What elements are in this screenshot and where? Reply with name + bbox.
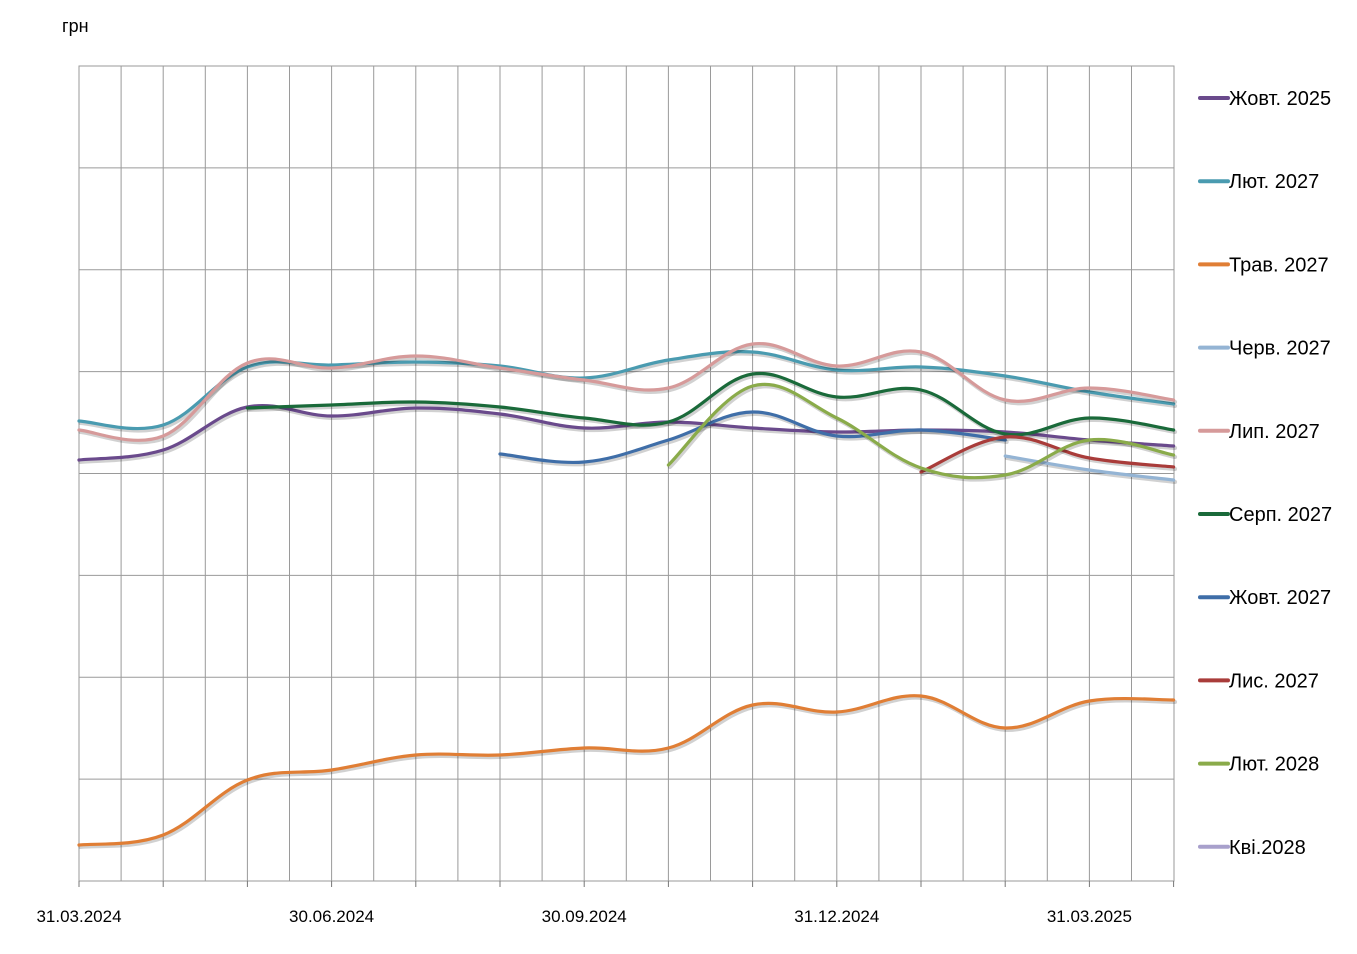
legend-label: Лис. 2027 [1229,670,1319,692]
y-axis-label: грн [62,16,89,36]
legend-item-5: Лип. 2027 [1198,421,1320,443]
legend-label: Черв. 2027 [1229,338,1331,360]
x-tick-label: 30.06.2024 [289,907,374,926]
plot-area-frame [78,65,1175,882]
series-line-8 [919,435,1176,474]
legend-item-9: Лют. 2028 [1198,754,1319,776]
x-axis: 31.03.2024 30.06.2024 30.09.2024 31.12.2024… [36,881,1175,926]
series-line-6 [245,371,1176,437]
legend-label: Жовт. 2027 [1229,587,1331,609]
series-line-shadow [78,351,1178,433]
legend-label: Лют. 2027 [1229,171,1319,193]
legend-item-6: Серп. 2027 [1198,504,1332,526]
series-group [77,342,1178,849]
series-line-5 [77,342,1176,442]
legend-item-1: Жовт. 2025 [1198,88,1331,110]
legend-item-10: Кві.2028 [1198,837,1306,859]
legend: Жовт. 2025 Лют. 2027 Трав. 2027 Черв. 2027 Л… [1198,88,1332,859]
series-line-2 [77,350,1176,431]
legend-label: Серп. 2027 [1229,504,1332,526]
legend-item-2: Лют. 2027 [1198,171,1319,193]
legend-item-8: Лис. 2027 [1198,670,1319,692]
legend-label: Трав. 2027 [1229,254,1329,276]
chart-grid [79,66,1174,881]
series-line-9 [666,382,1176,480]
series-line-7 [498,410,1007,465]
legend-label: Лип. 2027 [1229,421,1320,443]
series-line-shadow [1004,456,1178,484]
series-line-shadow [78,695,1178,849]
legend-label: Лют. 2028 [1229,754,1319,776]
legend-label: Жовт. 2025 [1229,88,1331,110]
x-tick-label: 31.03.2024 [36,907,121,926]
x-tick-label: 30.09.2024 [542,907,627,926]
series-line-shadow [499,411,1009,467]
x-tick-label: 31.03.2025 [1047,907,1132,926]
legend-label: Кві.2028 [1229,837,1306,859]
legend-item-3: Трав. 2027 [1198,254,1329,276]
series-line-4 [1003,454,1176,482]
legend-item-7: Жовт. 2027 [1198,587,1331,609]
x-tick-label: 31.12.2024 [794,907,879,926]
legend-item-4: Черв. 2027 [1198,338,1331,360]
series-line-3 [77,694,1176,847]
